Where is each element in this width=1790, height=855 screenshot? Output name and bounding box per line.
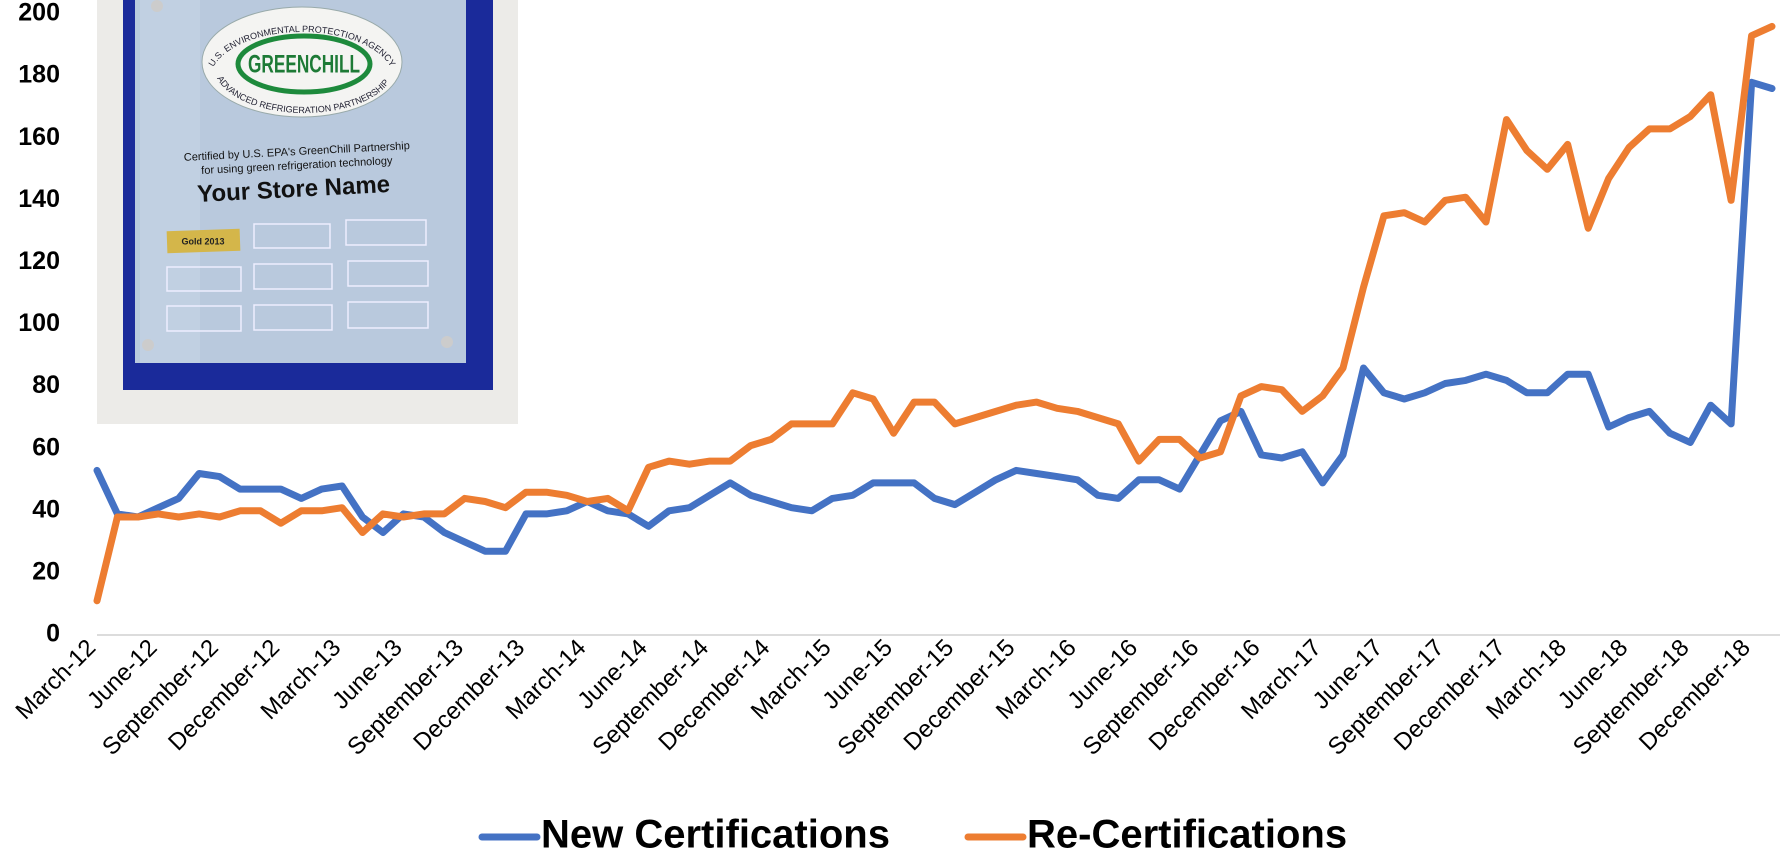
y-tick-label: 0 <box>46 620 60 648</box>
legend-label: New Certifications <box>541 813 890 855</box>
badge <box>166 228 241 254</box>
y-tick-label: 60 <box>32 433 60 461</box>
plate-slots <box>166 219 429 332</box>
y-tick-label: 180 <box>18 61 60 89</box>
badge-text: Gold 2013 <box>181 236 224 246</box>
y-tick-label: 20 <box>32 558 60 586</box>
screw <box>441 336 453 348</box>
logo-ring <box>235 33 373 95</box>
y-tick-label: 140 <box>18 185 60 213</box>
y-tick-label: 80 <box>32 371 60 399</box>
series-line <box>93 22 1776 605</box>
inset-photo: U.S. ENVIRONMENTAL PROTECTION AGENCY ADV… <box>97 0 518 424</box>
screw <box>151 0 163 12</box>
x-tick-label: March-12 <box>10 634 101 725</box>
y-tick-label: 200 <box>18 0 60 27</box>
logo-oval <box>201 6 403 118</box>
y-tick-label: 160 <box>18 123 60 151</box>
plaque-sheen <box>140 0 200 363</box>
legend-label: Re-Certifications <box>1027 813 1347 855</box>
screw <box>142 339 154 351</box>
y-tick-label: 40 <box>32 495 60 523</box>
y-tick-label: 100 <box>18 309 60 337</box>
logo-text: GREENCHILL <box>248 51 360 79</box>
series-line <box>93 78 1776 555</box>
y-tick-label: 120 <box>18 247 60 275</box>
